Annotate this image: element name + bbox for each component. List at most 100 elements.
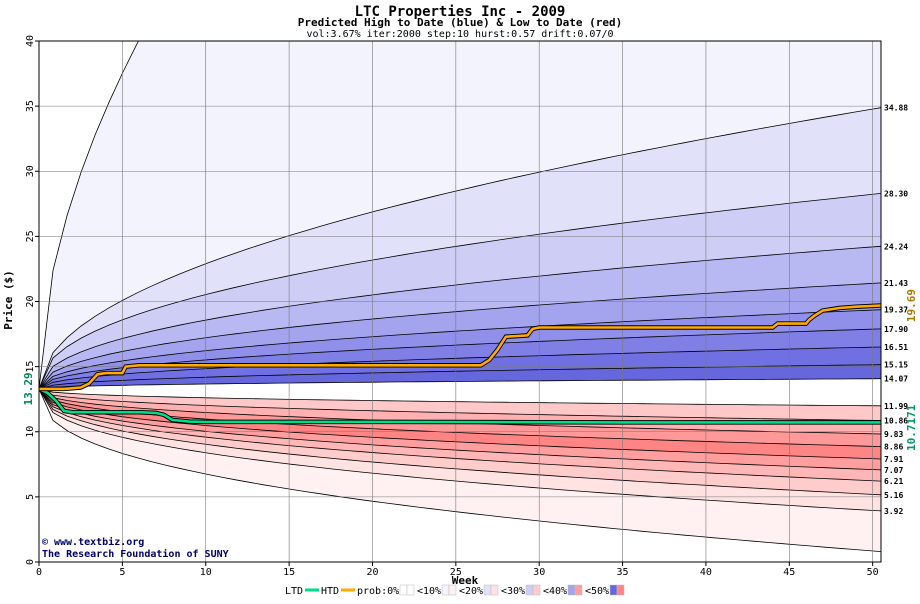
band-end-value-label: 21.43	[884, 279, 908, 288]
x-tick-label: 20	[366, 567, 378, 578]
htd-end-label: 19.69	[905, 289, 918, 322]
band-boundary-line	[39, 388, 881, 471]
lower-probability-band	[39, 388, 881, 459]
lower-probability-band	[39, 388, 881, 470]
legend-label-htd: HTD	[321, 586, 339, 597]
x-tick-label: 15	[283, 567, 295, 578]
band-end-value-label: 7.91	[884, 455, 903, 464]
central-band	[39, 378, 881, 406]
lower-probability-band	[39, 388, 881, 511]
band-boundary-line	[39, 107, 881, 390]
y-tick-label: 0	[25, 559, 36, 565]
band-end-value-label: 28.30	[884, 189, 908, 198]
band-boundary-line	[39, 388, 881, 407]
legend-label: <20%	[459, 586, 483, 597]
x-tick-label: 35	[617, 567, 629, 578]
legend-swatch	[532, 584, 541, 596]
y-tick-label: 15	[25, 361, 36, 373]
band-end-value-label: 5.16	[884, 491, 903, 500]
upper-probability-band	[39, 364, 881, 389]
chart-params: vol:3.67% iter:2000 step:10 hurst:0.57 d…	[306, 29, 613, 40]
y-tick-label: 20	[25, 295, 36, 307]
band-end-value-label: 14.07	[884, 375, 908, 384]
legend-swatch	[441, 584, 450, 596]
x-tick-label: 40	[700, 567, 712, 578]
lower-probability-band	[39, 388, 881, 421]
band-boundary-line	[39, 245, 881, 390]
band-boundary-line	[39, 388, 881, 421]
legend-swatch	[399, 584, 408, 596]
legend-swatch	[406, 584, 415, 596]
copyright-icon: ©	[42, 537, 49, 548]
y-tick-label: 25	[25, 230, 36, 242]
band-boundary-line	[39, 388, 881, 552]
band-boundary-line	[39, 388, 881, 482]
band-end-value-label: 19.37	[884, 306, 908, 315]
upper-probability-band	[39, 328, 881, 389]
band-end-value-label: 11.99	[884, 402, 908, 411]
series-line-ltd	[39, 387, 881, 424]
band-end-value-label: 8.86	[884, 443, 903, 452]
lower-probability-band	[39, 388, 881, 552]
band-end-value-label: 10.86	[884, 417, 908, 426]
legend-label: <10%	[417, 586, 441, 597]
band-end-value-label: 16.51	[884, 343, 908, 352]
legend-label: prob:0%	[357, 586, 399, 597]
legend-label: <50%	[585, 586, 609, 597]
legend-swatch	[490, 584, 499, 596]
legend: LTD HTD prob:0% <10% <20% <30% <40% <50%	[285, 584, 625, 597]
x-tick-label: 0	[36, 567, 42, 578]
legend-swatch	[448, 584, 457, 596]
legend-swatch	[525, 584, 534, 596]
plot-clipped	[39, 41, 881, 562]
x-tick-label: 25	[450, 567, 462, 578]
start-price-label: 13.29	[22, 372, 35, 405]
upper-probability-band	[39, 41, 881, 389]
band-end-value-label: 3.92	[884, 507, 903, 516]
x-tick-label: 30	[533, 567, 545, 578]
y-tick-label: 35	[25, 100, 36, 112]
legend-label: <30%	[501, 586, 525, 597]
lower-probability-band	[39, 388, 881, 482]
legend-swatch	[609, 584, 618, 596]
band-end-value-label: 7.07	[884, 466, 903, 475]
band-boundary-line	[39, 388, 881, 496]
band-boundary-line	[39, 282, 881, 390]
footer-url: www.textbiz.org	[54, 536, 144, 548]
x-axis-label: Week	[452, 574, 479, 587]
y-tick-label: 5	[25, 494, 36, 500]
y-axis-label: Price ($)	[2, 270, 15, 330]
band-boundary-line	[39, 388, 881, 460]
upper-probability-band	[39, 347, 881, 389]
lower-probability-band	[39, 388, 881, 495]
x-tick-label: 10	[200, 567, 212, 578]
band-end-value-label: 17.90	[884, 325, 908, 334]
upper-probability-band	[39, 193, 881, 389]
series-line-htd	[39, 304, 881, 391]
band-boundary-line	[39, 388, 881, 512]
band-end-value-label: 6.21	[884, 477, 903, 486]
upper-probability-band	[39, 282, 881, 389]
band-end-value-label: 9.83	[884, 430, 903, 439]
lower-probability-band	[39, 388, 881, 447]
band-boundary-line	[39, 346, 881, 390]
legend-swatch	[616, 584, 625, 596]
legend-swatch	[574, 584, 583, 596]
x-tick-label: 50	[867, 567, 879, 578]
band-end-value-label: 34.88	[884, 104, 908, 113]
axes: 0 5 10 15 20 25 30 35 40 45 50 0 5 10 15 20 25 30 35 40 13.2…	[22, 35, 918, 578]
band-boundary-line	[39, 378, 881, 390]
upper-probability-band	[39, 246, 881, 389]
x-tick-label: 5	[119, 567, 125, 578]
ltd-end-label: 10.7171	[905, 404, 918, 451]
x-tick-label: 45	[783, 567, 795, 578]
band-boundary-line	[39, 309, 881, 390]
plot-area	[39, 41, 881, 562]
band-end-value-label: 24.24	[884, 242, 908, 251]
legend-swatch	[567, 584, 576, 596]
chart-subtitle: Predicted High to Date (blue) & Low to D…	[298, 16, 623, 29]
y-tick-label: 30	[25, 165, 36, 177]
band-end-value-label: 15.15	[884, 361, 908, 370]
